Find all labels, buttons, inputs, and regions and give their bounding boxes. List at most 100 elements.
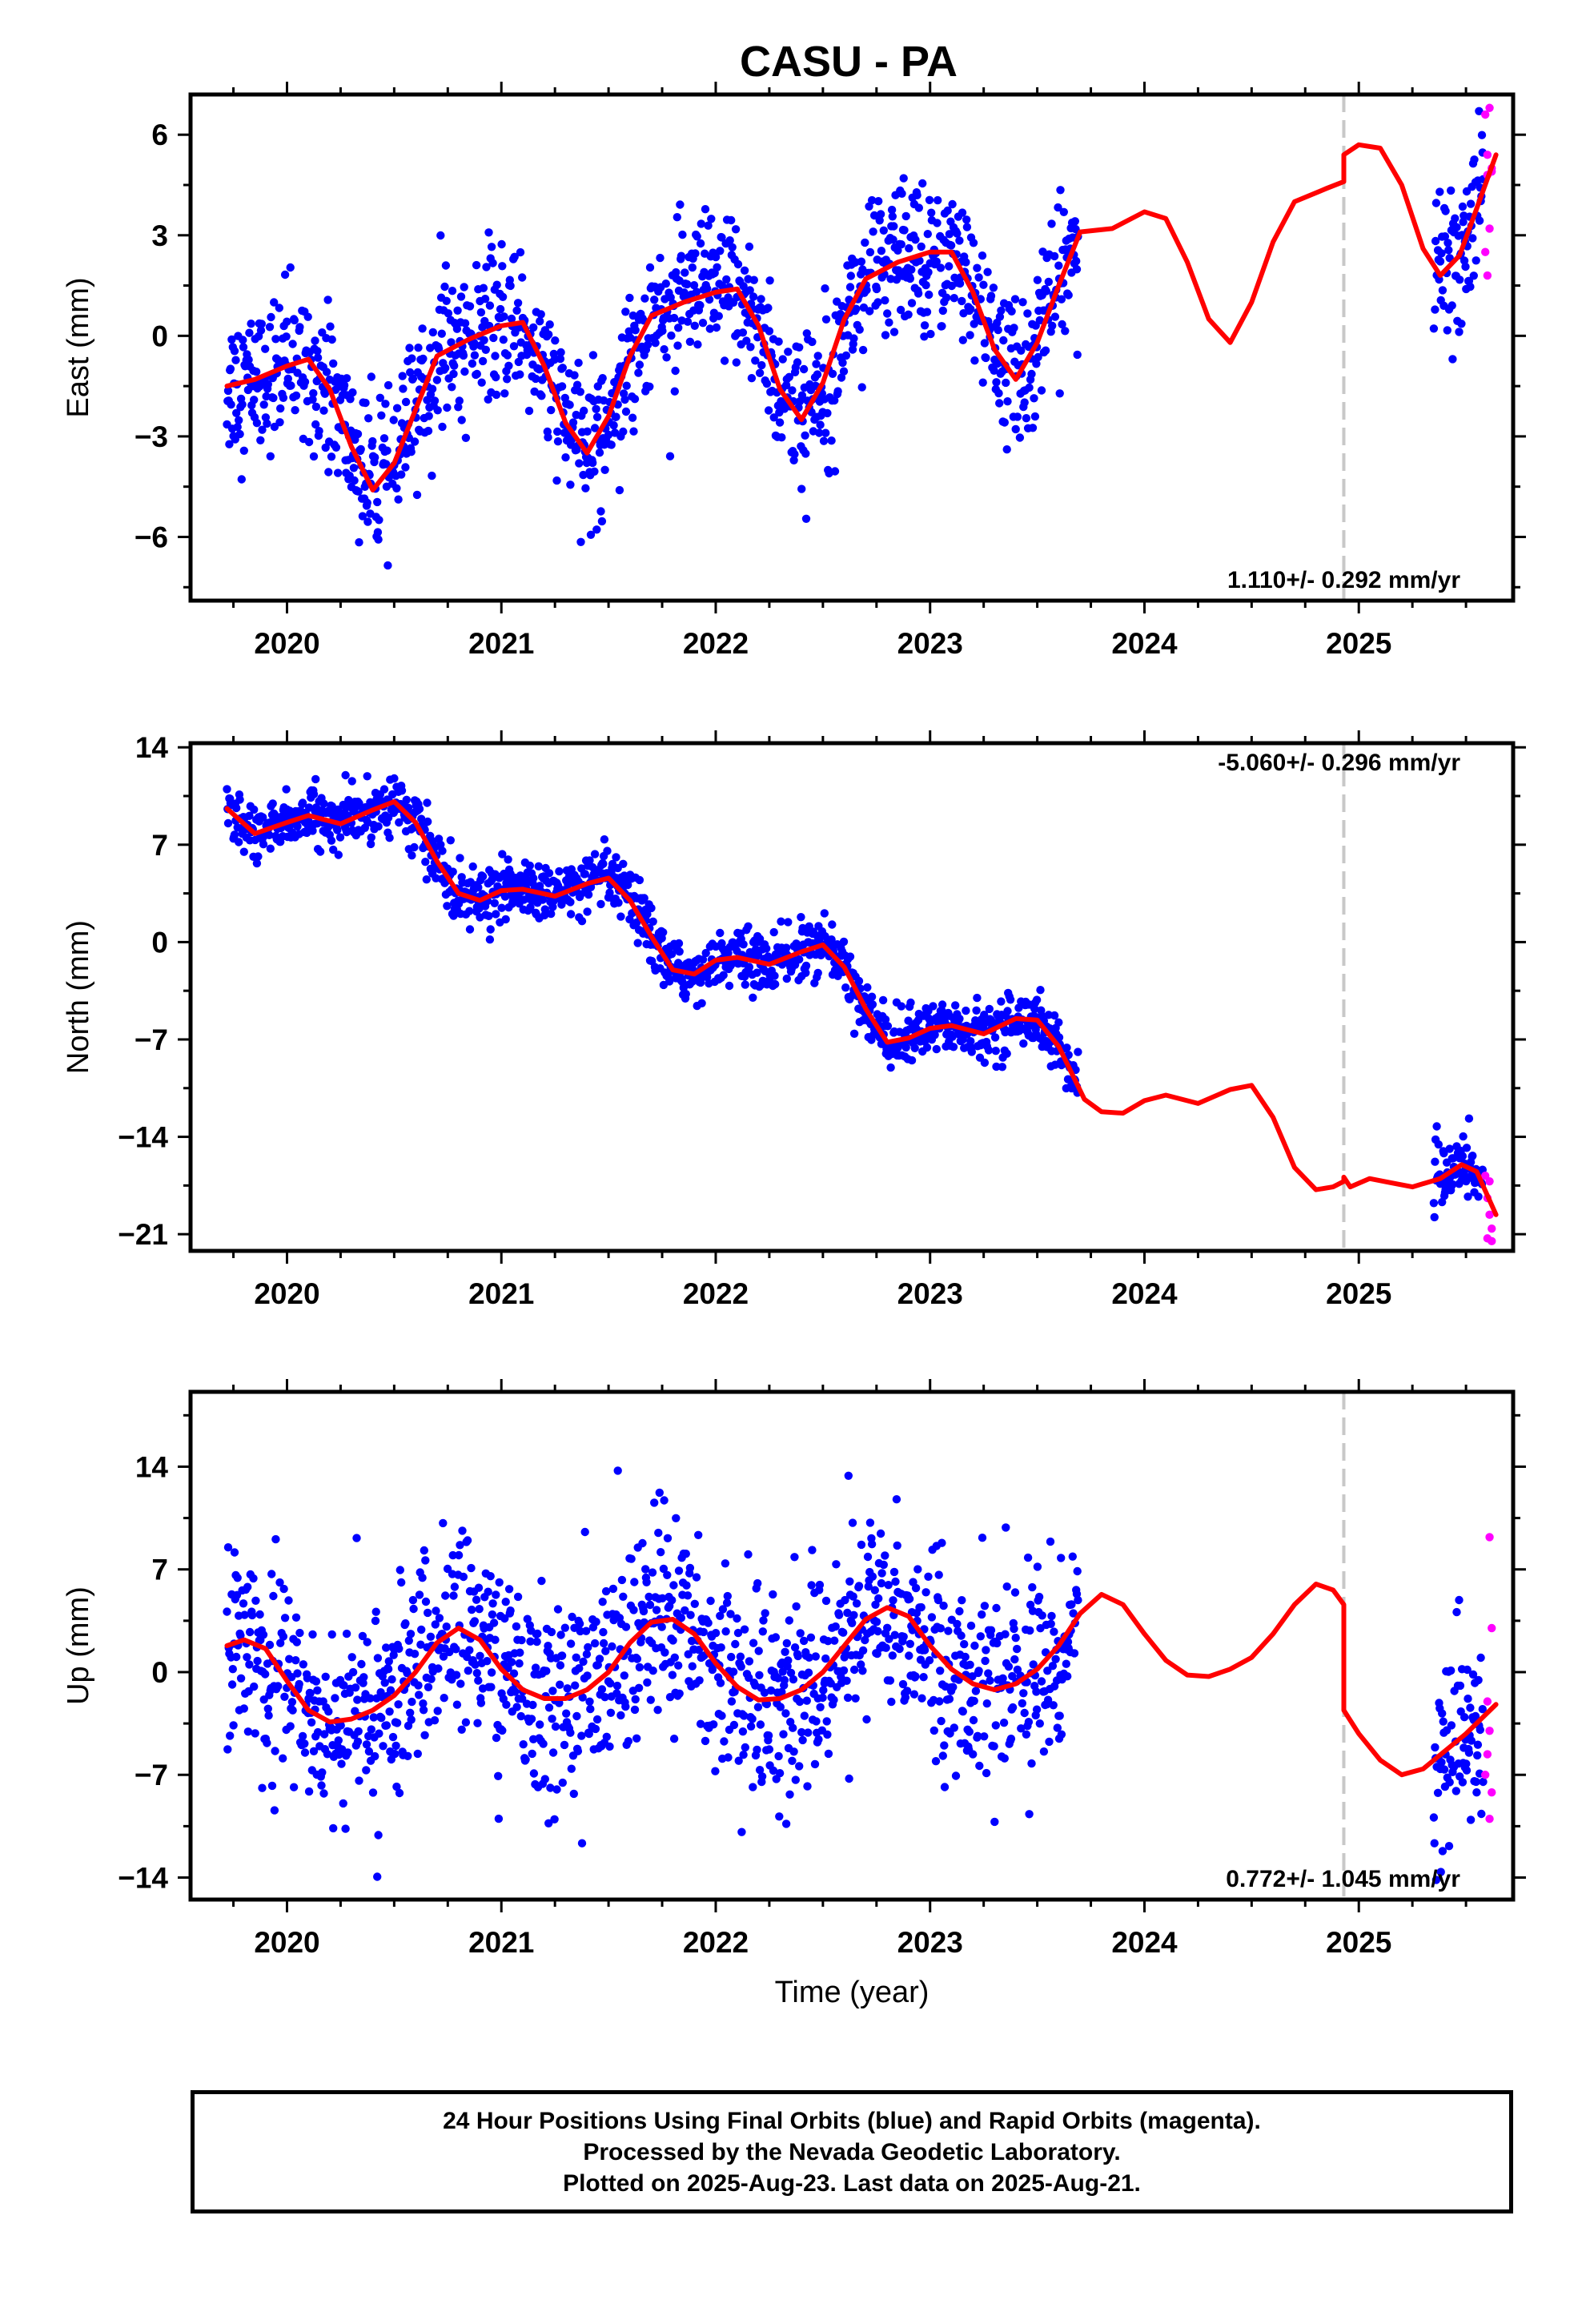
data-point	[524, 406, 534, 416]
data-point	[934, 1570, 943, 1579]
data-point	[243, 1653, 251, 1662]
data-point	[907, 1055, 917, 1065]
data-point	[868, 1000, 877, 1009]
data-point	[731, 225, 741, 234]
data-point	[460, 319, 470, 328]
data-point	[418, 324, 427, 333]
data-point	[989, 283, 998, 292]
data-point	[739, 1751, 748, 1759]
data-point	[487, 1668, 496, 1677]
data-point	[399, 384, 408, 393]
data-point	[797, 1727, 806, 1737]
data-point	[770, 971, 779, 980]
data-point	[512, 306, 521, 315]
data-point	[720, 1737, 729, 1746]
data-point	[398, 372, 407, 380]
data-point	[577, 917, 587, 926]
data-point	[796, 1629, 805, 1638]
data-point	[468, 1605, 476, 1614]
data-point	[872, 1618, 881, 1626]
data-point	[1072, 256, 1081, 266]
data-point	[1048, 321, 1057, 330]
data-point	[845, 1774, 853, 1783]
data-point	[771, 979, 780, 989]
data-point	[504, 1663, 512, 1673]
data-point	[876, 1529, 885, 1538]
data-point	[223, 1607, 231, 1616]
data-point	[355, 1776, 363, 1785]
data-point	[892, 1495, 901, 1504]
data-point	[450, 361, 459, 370]
data-point	[1457, 320, 1466, 328]
data-point	[1050, 1011, 1059, 1020]
data-point	[634, 1683, 644, 1692]
data-point	[841, 351, 851, 360]
data-point	[890, 1630, 899, 1639]
data-point	[389, 416, 398, 424]
data-point	[1432, 1122, 1441, 1131]
data-point	[1063, 1672, 1072, 1681]
data-point	[381, 400, 390, 408]
data-point	[290, 316, 299, 325]
data-point	[877, 247, 886, 255]
data-point	[938, 306, 948, 316]
data-point	[261, 1670, 270, 1679]
data-point	[1002, 1523, 1010, 1532]
data-point	[905, 1651, 913, 1660]
y-tick-label: 3	[151, 219, 168, 252]
data-point	[236, 1674, 246, 1683]
data-point	[704, 1618, 713, 1627]
data-point	[732, 358, 741, 367]
data-point	[938, 322, 946, 331]
data-point	[634, 368, 643, 377]
data-point	[612, 853, 620, 862]
data-point	[428, 328, 437, 337]
data-point	[663, 1570, 672, 1580]
data-point	[874, 197, 883, 206]
data-point	[659, 1564, 669, 1574]
data-point	[553, 427, 562, 436]
data-point	[848, 1518, 857, 1527]
data-point	[753, 1578, 762, 1588]
data-point	[501, 1598, 510, 1606]
data-point	[781, 1709, 790, 1718]
data-point	[757, 295, 765, 304]
data-point	[721, 1627, 730, 1636]
data-point	[501, 915, 510, 924]
data-point	[677, 251, 686, 260]
data-point	[320, 1730, 329, 1739]
data-point	[324, 1707, 333, 1716]
data-point	[313, 1727, 323, 1737]
data-point	[266, 844, 275, 853]
data-point	[1069, 1609, 1078, 1618]
data-point	[308, 1630, 317, 1639]
data-point	[259, 400, 268, 409]
data-point	[270, 1806, 279, 1815]
data-point	[948, 199, 957, 209]
data-point	[1003, 1007, 1012, 1015]
data-point	[823, 408, 832, 418]
data-point	[452, 1700, 462, 1709]
data-point	[641, 1565, 650, 1574]
data-point	[915, 256, 924, 265]
data-point	[401, 1619, 410, 1628]
data-point	[570, 371, 579, 380]
data-point	[268, 799, 277, 808]
data-point	[510, 252, 519, 261]
data-point	[1064, 291, 1073, 300]
data-point	[580, 1527, 589, 1537]
data-point	[775, 1812, 784, 1821]
data-point	[1471, 1711, 1480, 1721]
data-point	[503, 375, 512, 384]
data-point	[889, 1567, 899, 1577]
data-point	[617, 1575, 627, 1585]
data-point	[327, 836, 336, 845]
data-point	[1043, 1667, 1052, 1675]
data-point	[448, 287, 457, 296]
data-point	[990, 366, 998, 375]
data-point	[464, 1667, 472, 1675]
data-point	[712, 323, 721, 332]
data-point	[696, 239, 705, 248]
data-point	[245, 1627, 255, 1637]
data-point	[311, 774, 320, 784]
